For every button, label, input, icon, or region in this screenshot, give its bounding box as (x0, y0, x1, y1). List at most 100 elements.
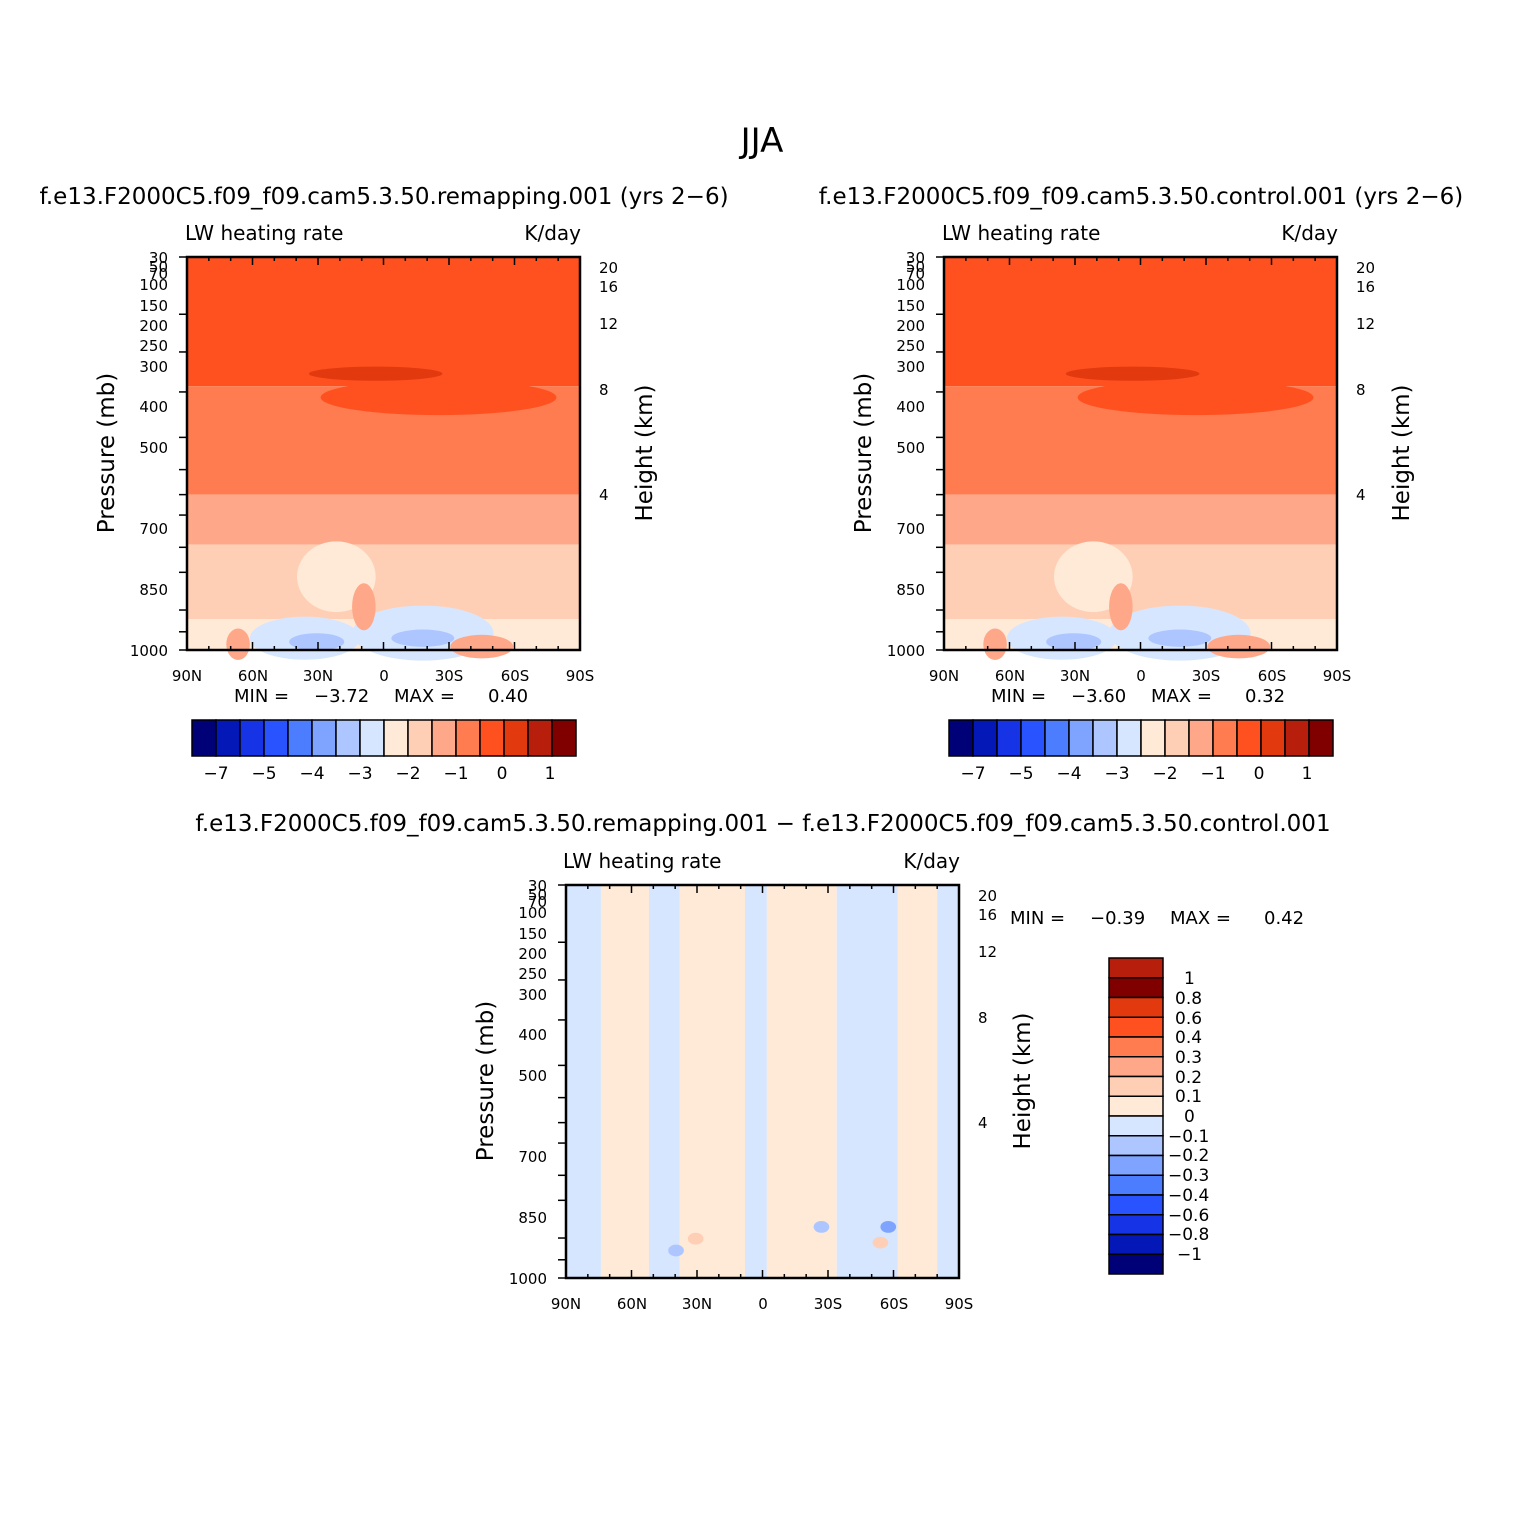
colorbar-label: 1 (545, 764, 556, 784)
colorbar-labels: −7 −5 −4 −3 −2 −1 0 1 (203, 764, 555, 784)
contour-region (352, 583, 376, 631)
y-tick-label: 500 (518, 1067, 547, 1085)
colorbar-swatch (1092, 719, 1118, 757)
contour-band (836, 885, 898, 1278)
y-axis-label: Pressure (mb) (94, 373, 120, 533)
max-label: MAX = (394, 686, 455, 707)
colorbar-swatch (551, 719, 577, 757)
min-max-stats: MIN = −3.60 MAX = 0.32 (991, 686, 1285, 707)
max-label: MAX = (1170, 908, 1231, 929)
height-tick-label: 20 (978, 887, 997, 905)
colorbar-label: −7 (960, 764, 985, 784)
min-max-stats: MIN = −3.72 MAX = 0.40 (234, 686, 528, 707)
height-tick-label: 4 (978, 1114, 988, 1132)
colorbar-swatch (1108, 1115, 1164, 1137)
x-tick-label: 0 (758, 1295, 768, 1313)
height-tick-label: 12 (599, 315, 618, 333)
colorbar-swatch (996, 719, 1022, 757)
colorbar-swatch (1044, 719, 1070, 757)
y-tick-label: 1000 (887, 642, 925, 660)
y-tick-label: 250 (518, 965, 547, 983)
height-tick-label: 12 (978, 943, 997, 961)
colorbar-label: −0.1 (1168, 1127, 1209, 1147)
colorbar-label: 0 (497, 764, 508, 784)
colorbar-swatch (335, 719, 361, 757)
y-tick-label: 400 (896, 398, 925, 416)
colorbar (1108, 957, 1164, 1275)
contour-region (1207, 634, 1271, 659)
colorbar-label: −1 (1200, 764, 1225, 784)
panel-title: f.e13.F2000C5.f09_f09.cam5.3.50.remappin… (195, 811, 1330, 837)
y-tick-label: 100 (518, 904, 547, 922)
height-axis-label: Height (km) (1389, 384, 1415, 521)
contour-region (668, 1244, 684, 1257)
colorbar-swatch (1108, 1135, 1164, 1157)
y-tick-label: 500 (139, 439, 168, 457)
colorbar-swatch (1108, 1214, 1164, 1236)
min-max-stats: MIN = −0.39 MAX = 0.42 (1010, 908, 1304, 929)
colorbar-swatch (1188, 719, 1214, 757)
x-tick-label: 60S (501, 667, 530, 685)
colorbar-label: 0.8 (1175, 989, 1202, 1009)
x-tick-label: 90S (566, 667, 595, 685)
colorbar-swatch (1108, 1095, 1164, 1117)
min-label: MIN = (991, 686, 1046, 707)
colorbar-label: 0.6 (1175, 1009, 1202, 1029)
x-axis: 90N 60N 30N 0 30S 60S 90S (929, 667, 1351, 685)
x-axis: 90N 60N 30N 0 30S 60S 90S (551, 1295, 973, 1313)
y-tick-label: 1000 (130, 642, 168, 660)
x-tick-label: 30S (1192, 667, 1221, 685)
colorbar-swatch (1108, 1154, 1164, 1176)
contour-region (391, 629, 455, 647)
colorbar-swatch (1108, 1056, 1164, 1078)
y-tick-label: 300 (518, 986, 547, 1004)
min-value: −3.60 (1071, 686, 1126, 707)
plot-frame (564, 883, 961, 1280)
colorbar-label: 0.4 (1175, 1028, 1202, 1048)
y-tick-label: 400 (518, 1026, 547, 1044)
height-tick-label: 8 (1356, 381, 1366, 399)
y-tick-label: 70 (906, 265, 925, 283)
x-tick-label: 30N (1060, 667, 1090, 685)
x-tick-label: 90N (551, 1295, 581, 1313)
colorbar-swatch (263, 719, 289, 757)
height-tick-label: 16 (599, 278, 618, 296)
height-tick-label: 16 (1356, 278, 1375, 296)
colorbar-swatch (527, 719, 553, 757)
y-tick-label: 200 (139, 317, 168, 335)
y-tick-label: 150 (896, 297, 925, 315)
x-tick-label: 30S (435, 667, 464, 685)
y-tick-label: 200 (518, 945, 547, 963)
y-tick-label: 50 (528, 886, 547, 904)
contour-region (983, 628, 1007, 660)
max-label: MAX = (1151, 686, 1212, 707)
contour-band (566, 885, 601, 1278)
colorbar-swatch (215, 719, 241, 757)
y-tick-label: 850 (518, 1209, 547, 1227)
colorbar-swatch (1116, 719, 1142, 757)
contour-band (600, 885, 649, 1278)
y-tick-label: 700 (139, 520, 168, 538)
contour-band (648, 885, 680, 1278)
colorbar-label: −0.2 (1168, 1146, 1209, 1166)
y-axis-label: Pressure (mb) (851, 373, 877, 533)
y-tick-label: 50 (906, 258, 925, 276)
colorbar-swatch (239, 719, 265, 757)
right-string: K/day (1281, 221, 1338, 245)
y-tick-label: 400 (139, 398, 168, 416)
height-tick-label: 4 (599, 486, 609, 504)
y-tick-label: 250 (139, 337, 168, 355)
x-tick-label: 60S (1258, 667, 1287, 685)
contour-band (937, 885, 959, 1278)
min-value: −0.39 (1090, 908, 1145, 929)
height-tick-label: 8 (978, 1009, 988, 1027)
contour-band (897, 885, 938, 1278)
y-axis: 30 50 70 100 150 200 250 300 400 500 700… (887, 249, 925, 660)
colorbar-label: −0.3 (1168, 1166, 1209, 1186)
contour-region (1046, 633, 1102, 651)
right-string: K/day (524, 221, 581, 245)
colorbar-swatch (1140, 719, 1166, 757)
min-label: MIN = (234, 686, 289, 707)
height-tick-label: 20 (599, 259, 618, 277)
